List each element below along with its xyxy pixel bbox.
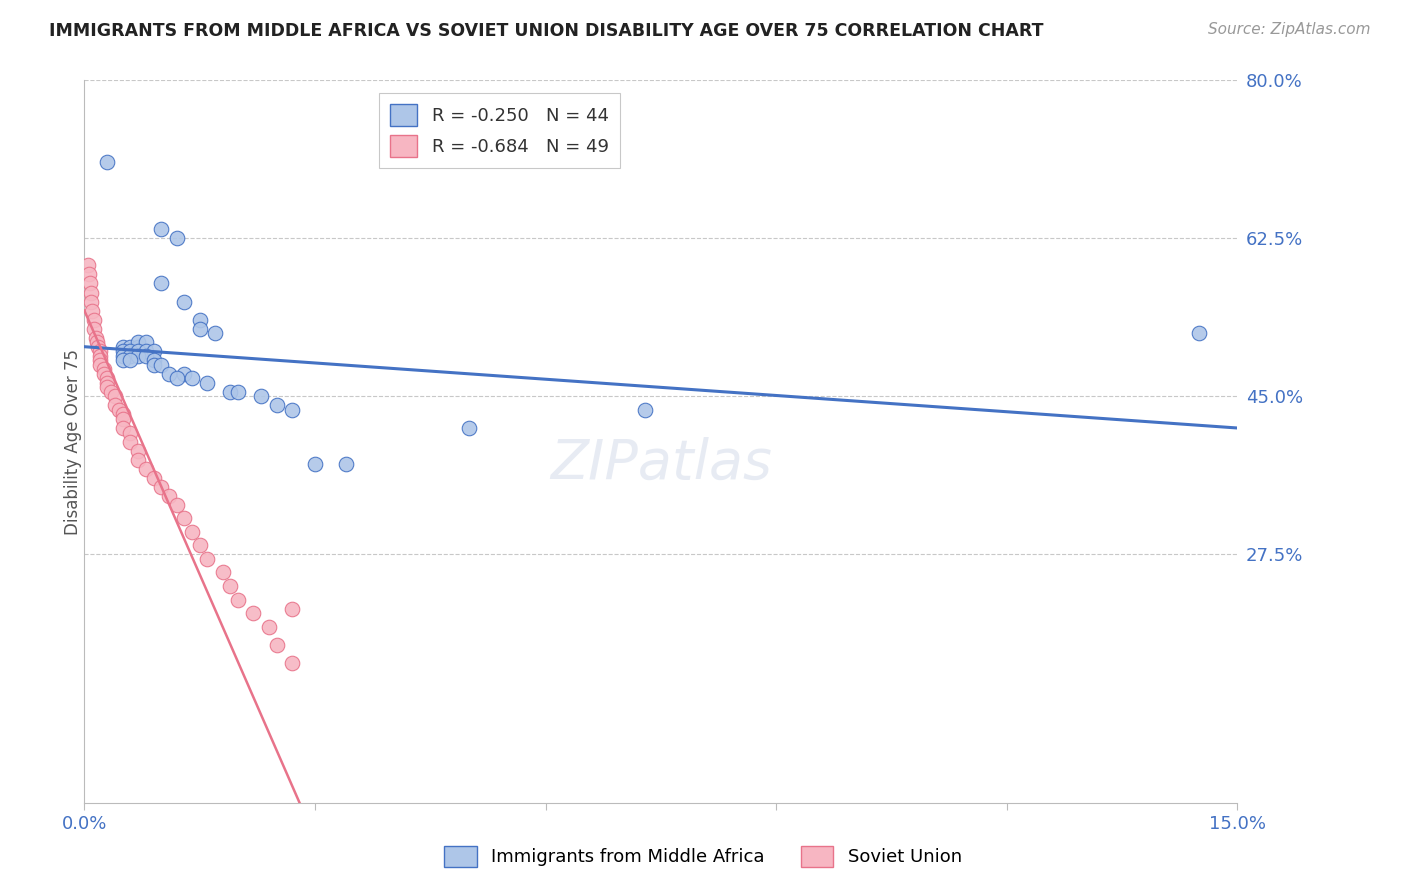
Point [77, 259, 100, 273]
Point [111, 349, 134, 363]
Point [226, 592, 249, 607]
Point [108, 403, 131, 417]
Point [127, 344, 149, 359]
Point [219, 579, 242, 593]
Text: ZIPatlas: ZIPatlas [550, 437, 772, 490]
Point [87, 340, 110, 354]
Point [335, 457, 357, 471]
Point [127, 443, 149, 458]
Point [135, 344, 157, 359]
Point [181, 371, 204, 385]
Point [226, 384, 249, 399]
Point [173, 511, 195, 525]
Point [266, 398, 288, 412]
Point [242, 606, 264, 620]
Point [150, 277, 173, 291]
Point [84, 331, 107, 345]
Point [173, 367, 195, 381]
Point [166, 498, 188, 512]
Point [93, 367, 115, 381]
Y-axis label: Disability Age Over 75: Disability Age Over 75 [65, 349, 82, 534]
Point [150, 222, 173, 236]
Point [281, 403, 304, 417]
Point [142, 353, 165, 368]
Point [135, 335, 157, 350]
Point [457, 421, 479, 435]
Point [195, 552, 218, 566]
Point [120, 434, 142, 449]
Point [195, 376, 218, 390]
Point [157, 489, 180, 503]
Point [142, 358, 165, 372]
Point [111, 421, 134, 435]
Point [80, 303, 103, 318]
Point [127, 340, 149, 354]
Point [96, 376, 118, 390]
Point [111, 412, 134, 426]
Legend: R = -0.250   N = 44, R = -0.684   N = 49: R = -0.250 N = 44, R = -0.684 N = 49 [380, 93, 620, 168]
Point [96, 380, 118, 394]
Point [120, 340, 142, 354]
Point [166, 371, 188, 385]
Point [150, 480, 173, 494]
Point [104, 389, 127, 403]
Point [634, 403, 657, 417]
Point [173, 294, 195, 309]
Point [166, 231, 188, 245]
Point [219, 384, 242, 399]
Point [157, 367, 180, 381]
Point [281, 656, 304, 670]
Point [188, 321, 211, 335]
Point [89, 353, 111, 368]
Point [89, 358, 111, 372]
Point [120, 344, 142, 359]
Point [1188, 326, 1211, 340]
Point [250, 389, 273, 403]
Point [127, 452, 149, 467]
Point [83, 321, 105, 335]
Point [89, 349, 111, 363]
Point [111, 344, 134, 359]
Point [93, 362, 115, 376]
Legend: Immigrants from Middle Africa, Soviet Union: Immigrants from Middle Africa, Soviet Un… [437, 838, 969, 874]
Point [96, 154, 118, 169]
Point [83, 312, 105, 326]
Point [204, 326, 226, 340]
Point [111, 408, 134, 422]
Point [77, 268, 100, 282]
Point [127, 349, 149, 363]
Point [211, 566, 233, 580]
Point [188, 538, 211, 552]
Point [257, 620, 280, 634]
Point [120, 353, 142, 368]
Point [86, 335, 108, 350]
Point [188, 312, 211, 326]
Point [142, 471, 165, 485]
Point [142, 344, 165, 359]
Point [111, 353, 134, 368]
Text: IMMIGRANTS FROM MIDDLE AFRICA VS SOVIET UNION DISABILITY AGE OVER 75 CORRELATION: IMMIGRANTS FROM MIDDLE AFRICA VS SOVIET … [49, 22, 1043, 40]
Point [150, 358, 173, 372]
Point [135, 349, 157, 363]
Point [181, 524, 204, 539]
Point [104, 398, 127, 412]
Point [127, 335, 149, 350]
Point [120, 349, 142, 363]
Point [79, 285, 101, 300]
Point [120, 425, 142, 440]
Point [96, 371, 118, 385]
Point [135, 461, 157, 475]
Point [79, 277, 101, 291]
Point [281, 601, 304, 615]
Point [89, 344, 111, 359]
Text: Source: ZipAtlas.com: Source: ZipAtlas.com [1208, 22, 1371, 37]
Point [304, 457, 326, 471]
Point [80, 294, 103, 309]
Point [100, 384, 122, 399]
Point [266, 638, 288, 652]
Point [111, 340, 134, 354]
